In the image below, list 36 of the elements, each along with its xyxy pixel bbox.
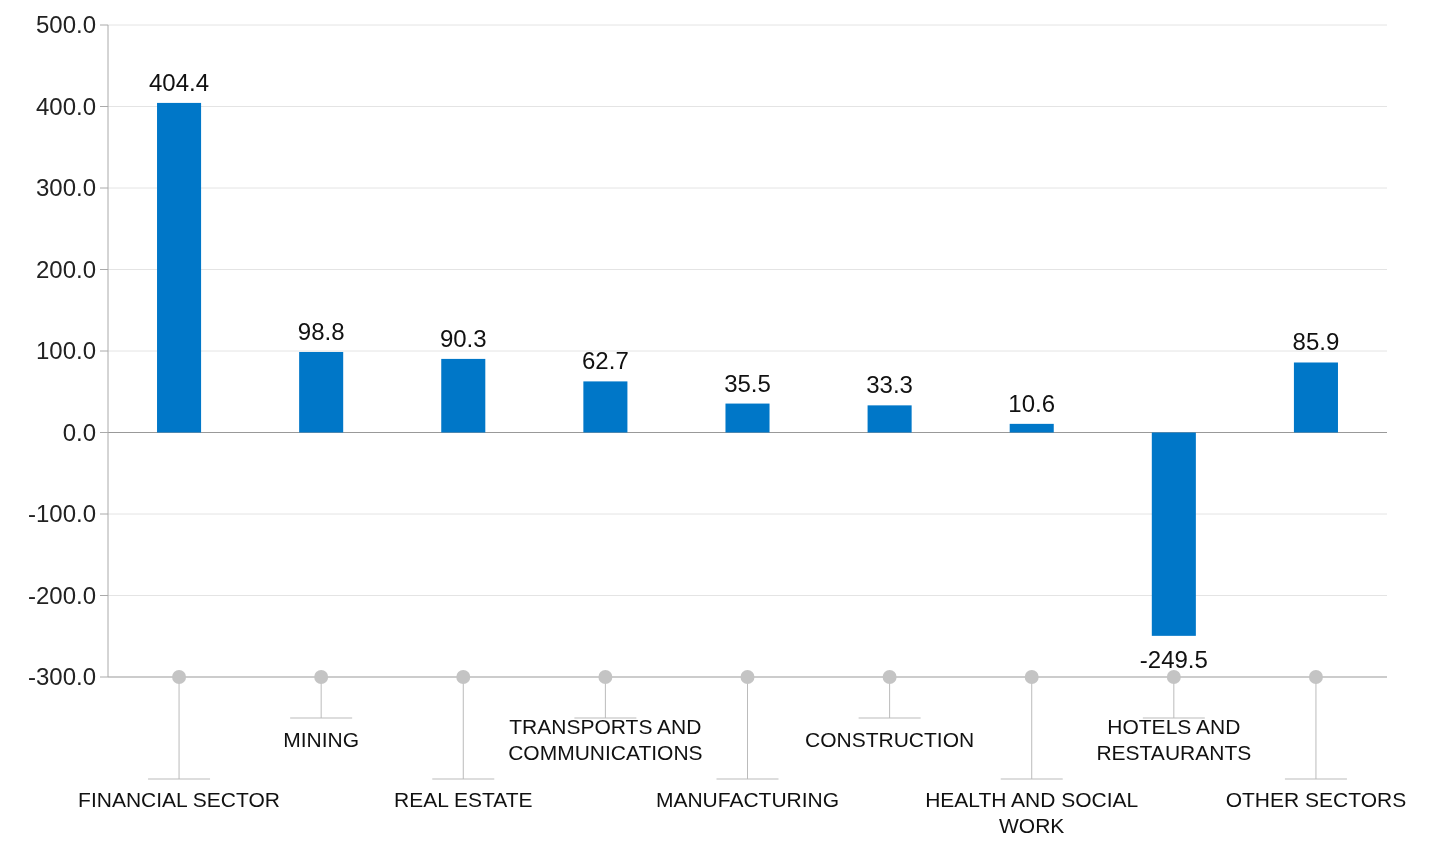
bar — [583, 381, 628, 433]
data-label: 62.7 — [582, 347, 629, 375]
y-tick-label: 300.0 — [35, 174, 96, 202]
x-tick-label: MANUFACTURING — [655, 788, 840, 811]
data-label: 90.3 — [439, 324, 487, 352]
bar — [725, 403, 770, 433]
x-tick-label: MINING — [283, 728, 360, 751]
y-tick-label: 100.0 — [35, 337, 96, 365]
x-tick-label: FINANCIAL SECTOR — [78, 788, 280, 811]
data-label: 98.8 — [297, 317, 345, 345]
y-tick-label: -200.0 — [27, 581, 96, 609]
y-tick-label: 500.0 — [35, 11, 96, 39]
y-tick-label: -100.0 — [27, 500, 96, 528]
data-label: 35.5 — [724, 369, 771, 397]
data-label: 10.6 — [1008, 389, 1056, 417]
bar — [1151, 432, 1196, 636]
data-label: 85.9 — [1292, 328, 1340, 356]
x-tick-label: HEALTH AND SOCIAL WORK — [925, 788, 1139, 837]
x-tick-label: REAL ESTATE — [394, 788, 533, 811]
data-label: -249.5 — [1139, 645, 1208, 673]
bar — [157, 102, 202, 433]
data-label: 404.4 — [149, 68, 210, 96]
y-tick-label: 400.0 — [35, 92, 96, 120]
bar — [867, 405, 912, 433]
x-tick-label: OTHER SECTORS — [1225, 788, 1407, 811]
bar — [299, 351, 344, 433]
bar — [1009, 423, 1054, 433]
x-tick-label: TRANSPORTS AND COMMUNICATIONS — [508, 715, 703, 764]
data-label: 33.3 — [866, 371, 913, 399]
y-tick-label: -300.0 — [27, 663, 96, 691]
y-tick-label: 0.0 — [62, 418, 96, 446]
bar — [1293, 362, 1338, 433]
bar — [441, 358, 486, 433]
y-tick-label: 200.0 — [35, 255, 96, 283]
x-tick-label: CONSTRUCTION — [805, 728, 975, 751]
x-tick-label: HOTELS AND RESTAURANTS — [1096, 715, 1252, 764]
